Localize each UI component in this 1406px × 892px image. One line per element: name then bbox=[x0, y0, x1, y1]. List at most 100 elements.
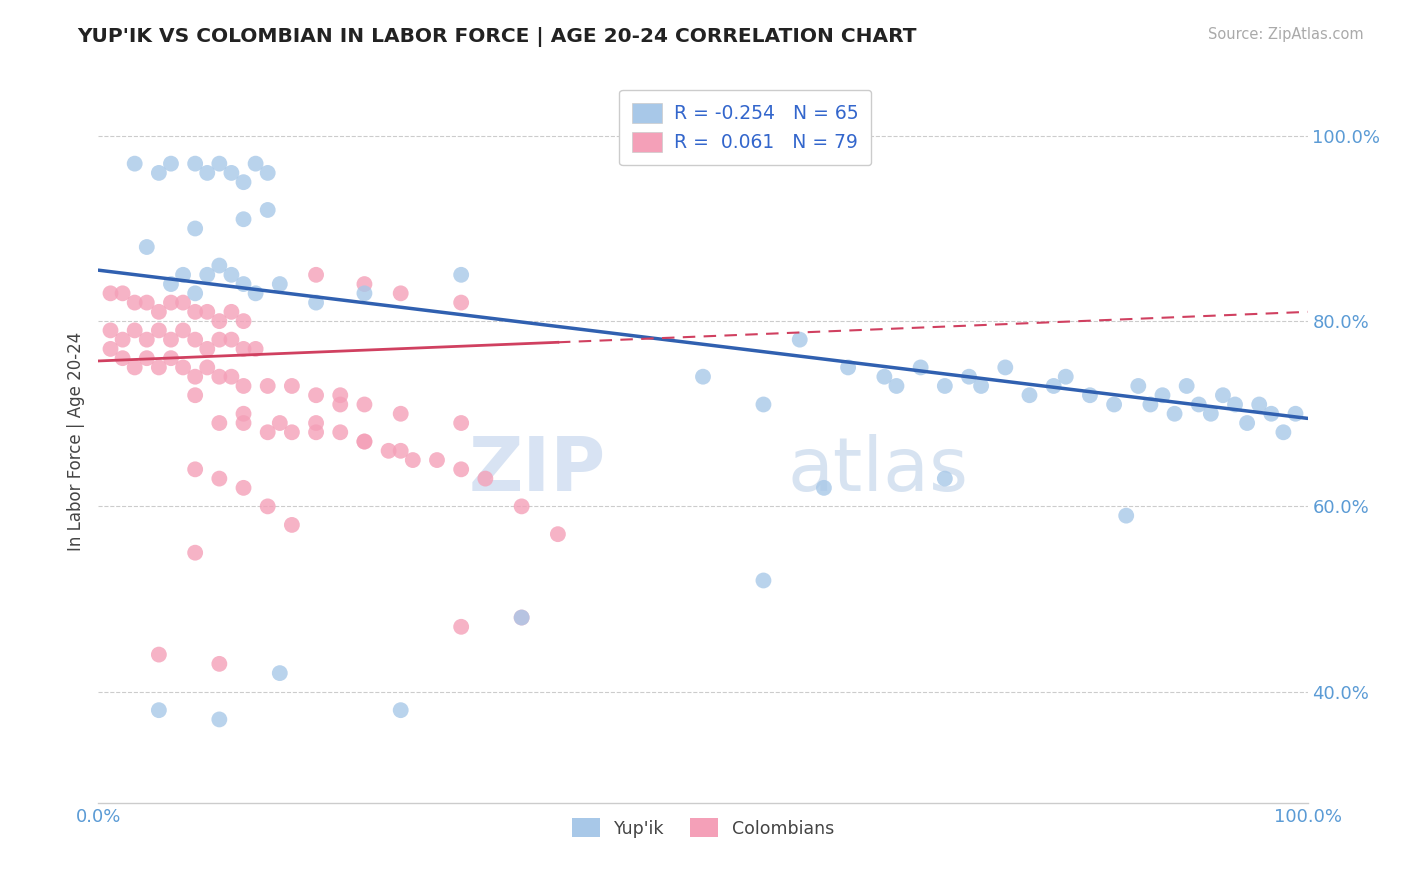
Point bbox=[1223, 397, 1246, 411]
Point bbox=[510, 500, 533, 514]
Point bbox=[1128, 379, 1150, 393]
Point bbox=[208, 369, 231, 384]
Point bbox=[208, 472, 231, 486]
Point bbox=[305, 425, 328, 440]
Point bbox=[873, 369, 896, 384]
Point bbox=[450, 295, 472, 310]
Point bbox=[100, 286, 122, 301]
Point bbox=[148, 703, 170, 717]
Point bbox=[195, 342, 218, 356]
Point bbox=[450, 268, 472, 282]
Point bbox=[184, 546, 207, 560]
Point bbox=[329, 388, 352, 402]
Point bbox=[1260, 407, 1282, 421]
Point bbox=[232, 342, 254, 356]
Point bbox=[1199, 407, 1222, 421]
Point bbox=[160, 156, 183, 170]
Point bbox=[124, 323, 146, 337]
Point bbox=[970, 379, 993, 393]
Point bbox=[510, 610, 533, 624]
Point bbox=[1163, 407, 1185, 421]
Point bbox=[353, 397, 375, 411]
Point bbox=[208, 333, 231, 347]
Point bbox=[148, 305, 170, 319]
Point bbox=[547, 527, 569, 541]
Point bbox=[281, 379, 304, 393]
Point bbox=[256, 166, 278, 180]
Point bbox=[232, 379, 254, 393]
Point bbox=[886, 379, 908, 393]
Point bbox=[510, 610, 533, 624]
Point bbox=[450, 620, 472, 634]
Point bbox=[208, 416, 231, 430]
Point bbox=[184, 221, 207, 235]
Point bbox=[450, 462, 472, 476]
Point bbox=[957, 369, 980, 384]
Point bbox=[124, 360, 146, 375]
Point bbox=[281, 425, 304, 440]
Point bbox=[184, 333, 207, 347]
Point bbox=[1018, 388, 1040, 402]
Point bbox=[208, 259, 231, 273]
Point bbox=[195, 305, 218, 319]
Point bbox=[353, 286, 375, 301]
Point bbox=[221, 305, 243, 319]
Point bbox=[221, 369, 243, 384]
Point bbox=[135, 351, 157, 366]
Point bbox=[184, 156, 207, 170]
Point bbox=[281, 517, 304, 532]
Point bbox=[172, 323, 194, 337]
Point bbox=[111, 286, 134, 301]
Point bbox=[269, 416, 291, 430]
Point bbox=[1054, 369, 1077, 384]
Point bbox=[111, 351, 134, 366]
Point bbox=[305, 388, 328, 402]
Point bbox=[124, 295, 146, 310]
Point bbox=[184, 305, 207, 319]
Point bbox=[1175, 379, 1198, 393]
Point bbox=[305, 416, 328, 430]
Point bbox=[195, 360, 218, 375]
Point bbox=[172, 295, 194, 310]
Point bbox=[208, 156, 231, 170]
Point bbox=[232, 416, 254, 430]
Point bbox=[124, 156, 146, 170]
Point bbox=[256, 425, 278, 440]
Point bbox=[232, 407, 254, 421]
Point bbox=[1188, 397, 1211, 411]
Point bbox=[221, 333, 243, 347]
Point bbox=[377, 443, 399, 458]
Point bbox=[148, 323, 170, 337]
Point bbox=[1042, 379, 1064, 393]
Text: ZIP: ZIP bbox=[470, 434, 606, 507]
Point bbox=[305, 268, 328, 282]
Legend: Yup'ik, Colombians: Yup'ik, Colombians bbox=[565, 812, 841, 845]
Point bbox=[111, 333, 134, 347]
Point bbox=[172, 360, 194, 375]
Point bbox=[208, 713, 231, 727]
Text: Source: ZipAtlas.com: Source: ZipAtlas.com bbox=[1208, 27, 1364, 42]
Point bbox=[1115, 508, 1137, 523]
Point bbox=[184, 286, 207, 301]
Point bbox=[329, 397, 352, 411]
Point bbox=[232, 175, 254, 189]
Point bbox=[245, 342, 267, 356]
Point bbox=[450, 416, 472, 430]
Point bbox=[994, 360, 1017, 375]
Point bbox=[353, 434, 375, 449]
Point bbox=[135, 295, 157, 310]
Point bbox=[1078, 388, 1101, 402]
Point bbox=[245, 286, 267, 301]
Text: atlas: atlas bbox=[787, 434, 969, 507]
Point bbox=[1139, 397, 1161, 411]
Point bbox=[474, 472, 496, 486]
Point bbox=[232, 277, 254, 291]
Point bbox=[389, 286, 412, 301]
Point bbox=[184, 369, 207, 384]
Point bbox=[1212, 388, 1234, 402]
Point bbox=[148, 166, 170, 180]
Point bbox=[184, 388, 207, 402]
Point bbox=[195, 268, 218, 282]
Point bbox=[353, 434, 375, 449]
Point bbox=[305, 295, 328, 310]
